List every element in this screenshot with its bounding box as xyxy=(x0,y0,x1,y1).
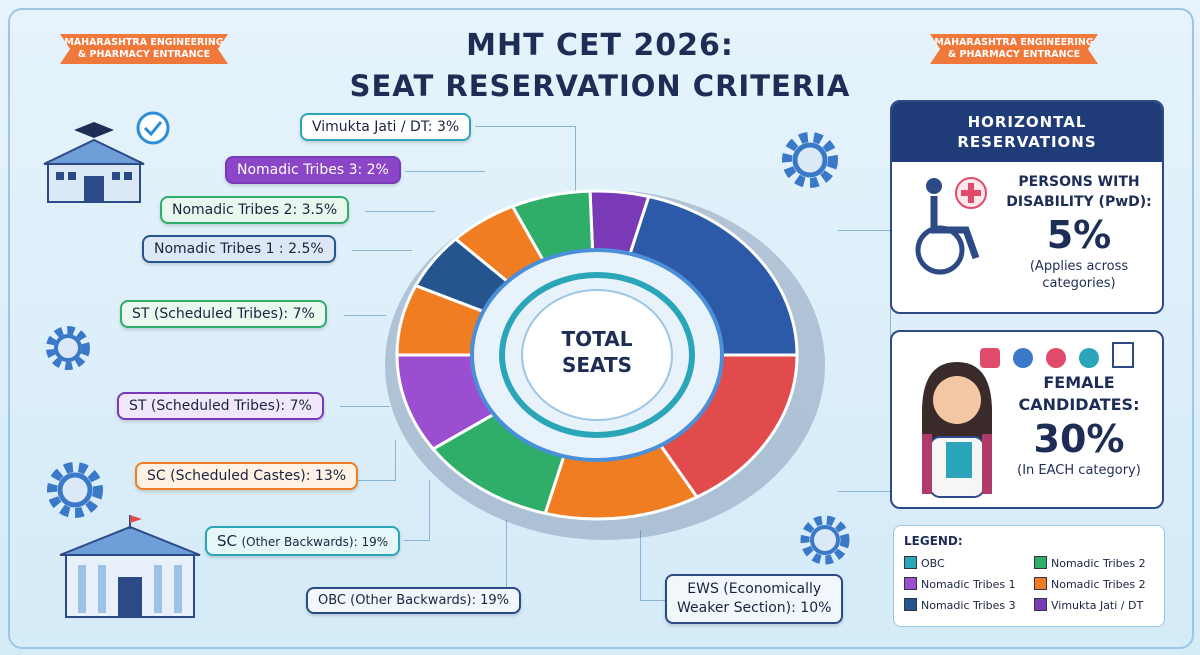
legend-label: Vimukta Jati / DT xyxy=(1051,599,1144,612)
center-label-line2: SEATS xyxy=(562,353,632,377)
connector-st2 xyxy=(340,406,390,407)
female-mini-icons xyxy=(980,342,1160,368)
legend-swatch xyxy=(1034,598,1047,611)
connector-horizontal xyxy=(838,230,891,492)
label-ews: EWS (Economically Weaker Section): 10% xyxy=(665,574,844,624)
group-icon xyxy=(1046,348,1067,368)
legend-item: Vimukta Jati / DT xyxy=(1034,598,1143,612)
legend-title: LEGEND: xyxy=(904,534,963,548)
female-note: (In EACH category) xyxy=(1017,463,1141,478)
female-text: FEMALE CANDIDATES: 30% (In EACH category… xyxy=(1000,372,1158,480)
horizontal-heading-line1: HORIZONTAL xyxy=(967,113,1087,131)
center-label-line1: TOTAL xyxy=(562,327,633,351)
legend-label: Nomadic Tribes 2 xyxy=(1051,557,1146,570)
label-obc: OBC (Other Backwards): 19% xyxy=(306,587,522,614)
person-icon xyxy=(1013,348,1034,368)
legend-label: Nomadic Tribes 2 xyxy=(1051,578,1146,591)
gear-icon xyxy=(47,462,103,518)
person-icon xyxy=(1079,348,1100,368)
connector-sc xyxy=(355,440,396,481)
pwd-line2: DISABILITY (PwD): xyxy=(1006,194,1152,210)
label-nomadic-tribes-1: Nomadic Tribes 1 : 2.5% xyxy=(142,235,336,263)
document-icon xyxy=(1112,342,1135,368)
gear-icon xyxy=(46,326,90,370)
legend: LEGEND: OBC Nomadic Tribes 1 Nomadic Tri… xyxy=(893,525,1165,627)
legend-label: Nomadic Tribes 1 xyxy=(921,578,1016,591)
pwd-note-line2: categories) xyxy=(1042,276,1116,291)
ribbon-left: MAHARASHTRA ENGINEERING & PHARMACY ENTRA… xyxy=(60,34,228,64)
gear-icon xyxy=(800,515,850,565)
legend-swatch xyxy=(904,598,917,611)
legend-item: OBC xyxy=(904,556,945,570)
female-card: FEMALE CANDIDATES: 30% (In EACH category… xyxy=(890,330,1164,509)
pwd-text: PERSONS WITH DISABILITY (PwD): 5% (Appli… xyxy=(1000,172,1158,292)
connector-nt2 xyxy=(365,211,435,212)
ribbon-right-text: MAHARASHTRA ENGINEERING & PHARMACY ENTRA… xyxy=(934,37,1094,60)
connector-sc-obc xyxy=(404,480,430,541)
legend-item: Nomadic Tribes 2 xyxy=(1034,556,1146,570)
label-nomadic-tribes-2: Nomadic Tribes 2: 3.5% xyxy=(160,196,350,224)
connector-vj xyxy=(475,126,576,247)
page-title: MHT CET 2026: SEAT RESERVATION CRITERIA xyxy=(340,28,860,103)
connector-nt1 xyxy=(352,250,412,251)
graduation-school-icon xyxy=(43,122,145,203)
university-building-icon xyxy=(59,515,201,618)
female-student-icon xyxy=(922,362,992,498)
label-st-1: ST (Scheduled Tribes): 7% xyxy=(120,300,327,328)
female-value: 30% xyxy=(1033,417,1125,461)
label-sc-other-backwards: SC (Other Backwards): 19% xyxy=(205,526,401,556)
check-badge-icon xyxy=(136,111,170,145)
outer-frame xyxy=(8,8,1194,649)
medical-cross-icon xyxy=(955,177,987,209)
label-vimukta-jati: Vimukta Jati / DT: 3% xyxy=(300,113,472,141)
label-st-2: ST (Scheduled Tribes): 7% xyxy=(117,392,324,420)
legend-swatch xyxy=(904,556,917,569)
legend-swatch xyxy=(904,577,917,590)
legend-label: OBC xyxy=(921,557,945,570)
connector-st1 xyxy=(344,315,386,316)
ribbon-right: MAHARASHTRA ENGINEERING & PHARMACY ENTRA… xyxy=(930,34,1098,64)
legend-item: Nomadic Tribes 2 xyxy=(1034,577,1146,591)
connector-obc xyxy=(505,520,507,600)
title-line-2: SEAT RESERVATION CRITERIA xyxy=(349,69,851,103)
label-nomadic-tribes-3: Nomadic Tribes 3: 2% xyxy=(225,156,401,184)
pwd-line1: PERSONS WITH xyxy=(1018,174,1140,190)
title-line-1: MHT CET 2026: xyxy=(466,28,734,63)
pwd-card: HORIZONTAL RESERVATIONS PERSONS WITH DIS… xyxy=(890,100,1164,314)
connector-nt3 xyxy=(405,171,485,172)
legend-swatch xyxy=(1034,556,1047,569)
legend-label: Nomadic Tribes 3 xyxy=(921,599,1016,612)
horizontal-heading: HORIZONTAL RESERVATIONS xyxy=(892,102,1162,162)
connector-ews xyxy=(640,530,671,601)
legend-swatch xyxy=(1034,577,1047,590)
legend-item: Nomadic Tribes 1 xyxy=(904,577,1016,591)
female-line1: FEMALE xyxy=(1043,373,1115,392)
ews-line2: Weaker Section): 10% xyxy=(677,600,832,616)
ews-line1: EWS (Economically xyxy=(687,581,822,597)
label-sc: SC (Scheduled Castes): 13% xyxy=(135,462,359,490)
gear-icon xyxy=(782,132,838,188)
ribbon-left-text: MAHARASHTRA ENGINEERING & PHARMACY ENTRA… xyxy=(64,37,224,60)
pwd-note-line1: (Applies across xyxy=(1029,259,1129,274)
health-icon xyxy=(980,348,1000,368)
pwd-value: 5% xyxy=(1046,213,1112,257)
sc-main-text: SC xyxy=(217,532,237,550)
sc-sub-text: (Other Backwards): 19% xyxy=(241,535,389,549)
legend-item: Nomadic Tribes 3 xyxy=(904,598,1016,612)
reservation-donut: TOTAL SEATS xyxy=(385,189,825,540)
wheelchair-icon xyxy=(915,178,980,275)
female-line2: CANDIDATES: xyxy=(1018,395,1140,414)
horizontal-heading-line2: RESERVATIONS xyxy=(957,133,1097,151)
